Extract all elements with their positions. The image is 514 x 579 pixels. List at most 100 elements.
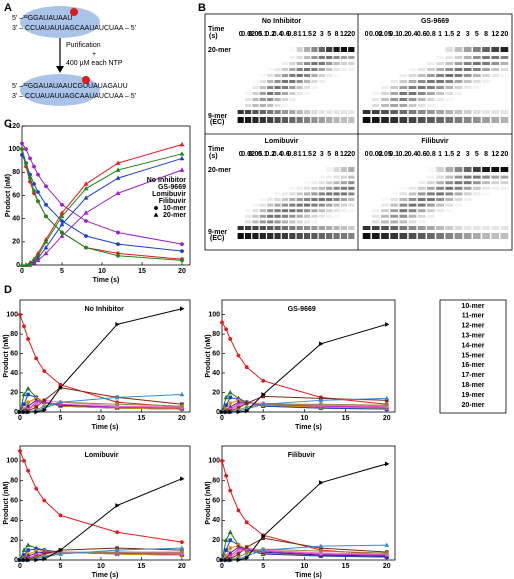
band — [311, 181, 318, 185]
marker — [228, 546, 233, 551]
x-tick-label: 15 — [138, 268, 146, 275]
band — [482, 62, 490, 65]
band — [281, 209, 289, 213]
band — [333, 62, 340, 65]
band — [472, 192, 481, 196]
marker — [220, 409, 225, 415]
x-tick-label: 0 — [20, 268, 24, 275]
marker — [236, 549, 241, 553]
band — [427, 92, 435, 95]
band — [427, 80, 435, 83]
marker — [26, 409, 31, 415]
band — [454, 233, 463, 239]
time-label: (s) — [209, 153, 218, 160]
band — [296, 74, 303, 77]
band — [289, 98, 296, 101]
band — [252, 104, 259, 107]
time-value: 5 — [327, 151, 331, 158]
band — [381, 203, 389, 207]
band — [371, 98, 380, 101]
marker — [44, 202, 48, 207]
band — [445, 86, 454, 89]
marker — [260, 401, 266, 407]
y-tick-label: 80 — [212, 331, 220, 338]
band — [311, 209, 318, 213]
time-value: 0.02 — [369, 31, 383, 38]
band — [399, 220, 408, 224]
y-tick-label: 0 — [216, 409, 220, 416]
band — [445, 68, 454, 71]
plot-title: Filibuvir — [288, 452, 316, 459]
band — [333, 117, 340, 123]
band — [296, 233, 303, 239]
band — [417, 98, 426, 101]
band — [274, 192, 281, 196]
time-value: 0.4 — [273, 151, 283, 158]
marker — [384, 398, 389, 403]
band — [333, 47, 340, 52]
band — [500, 47, 509, 52]
band — [311, 74, 318, 77]
band — [454, 92, 463, 95]
band — [259, 214, 266, 218]
y-tick-label: 80 — [12, 169, 20, 176]
band — [500, 117, 509, 123]
band — [463, 175, 472, 179]
marker — [35, 257, 41, 263]
band — [381, 220, 389, 224]
marker — [179, 545, 185, 550]
time-value: 8 — [335, 31, 339, 38]
y-tick-label: 0 — [14, 557, 18, 564]
y-tick-label: 100 — [208, 311, 220, 318]
band — [390, 104, 399, 107]
marker — [227, 389, 233, 395]
band — [267, 209, 274, 213]
band — [289, 56, 296, 59]
band — [399, 198, 408, 201]
band — [454, 192, 463, 196]
time-value: 0.6 — [280, 31, 290, 38]
band — [252, 220, 259, 224]
band — [281, 233, 289, 239]
band — [267, 110, 274, 114]
band — [348, 47, 355, 52]
band — [427, 68, 435, 71]
band — [390, 209, 399, 213]
band — [303, 198, 311, 201]
band — [472, 68, 481, 71]
y-axis-label: Product (nM) — [205, 334, 212, 377]
band — [454, 203, 463, 207]
band — [445, 47, 454, 52]
x-axis-label: Time (s) — [295, 424, 322, 431]
time-value: 20 — [501, 151, 509, 158]
band — [326, 68, 333, 71]
marker — [25, 542, 31, 547]
band — [326, 47, 333, 52]
rna-strand: 5' –³²GGAUAUAAU — [12, 15, 72, 22]
band — [436, 198, 444, 201]
band — [417, 214, 426, 218]
marker — [34, 409, 39, 415]
band — [348, 203, 355, 207]
band — [417, 74, 426, 77]
band — [259, 233, 266, 239]
band — [390, 80, 399, 83]
band — [289, 86, 296, 89]
time-value: 3 — [320, 151, 324, 158]
band — [289, 209, 296, 213]
x-tick-label: 0 — [18, 563, 22, 570]
band — [482, 47, 490, 52]
plot-frame — [19, 445, 191, 561]
band — [408, 104, 417, 107]
band — [472, 47, 481, 52]
band — [454, 167, 463, 172]
band — [463, 181, 472, 185]
band — [454, 86, 463, 89]
marker — [31, 260, 37, 265]
band — [454, 56, 463, 59]
x-tick-label: 5 — [261, 415, 265, 422]
marker — [384, 551, 389, 555]
band — [491, 167, 500, 172]
marker — [244, 365, 249, 370]
marker — [228, 395, 233, 400]
